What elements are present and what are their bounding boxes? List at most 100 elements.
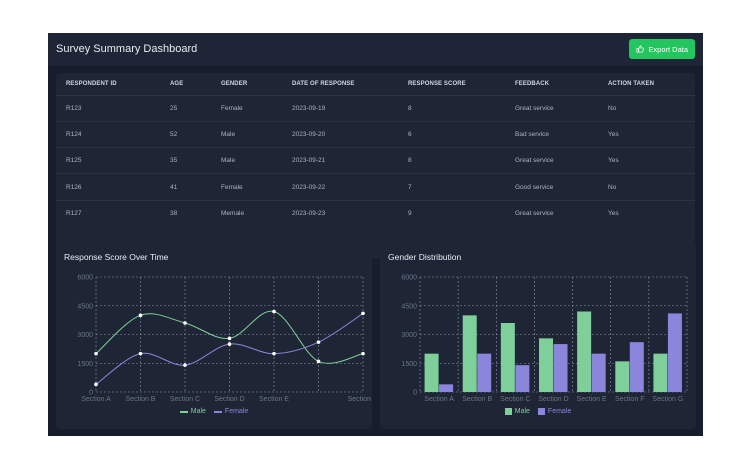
line-chart: 0 1500 3000 4500 6000 Section A Section B Secti… — [77, 275, 372, 404]
x-tick-label: Section B — [462, 396, 492, 403]
table-cell: 2023-09-20 — [282, 121, 398, 149]
data-point-male — [183, 321, 187, 325]
table-row[interactable]: R127 38 Memale 2023-09-23 9 Great servic… — [56, 200, 695, 226]
table-cell: Bad service — [505, 121, 598, 149]
legend-item-male[interactable]: Male — [504, 408, 530, 415]
export-data-button[interactable]: Export Data — [629, 39, 695, 59]
table-cell: Yes — [598, 147, 695, 175]
data-point-male — [316, 359, 321, 364]
table-cell: 25 — [160, 95, 211, 122]
chart-legend: Male Female — [56, 408, 372, 415]
table-cell: 8 — [398, 95, 505, 122]
column-header[interactable]: RESPONDENT ID — [56, 73, 160, 96]
column-header[interactable]: ACTION TAKEN — [598, 73, 695, 96]
thumbs-up-icon — [636, 45, 645, 53]
bar-chart: 0 1500 3000 4500 6000 Section A Section B Secti… — [401, 275, 688, 403]
data-point-male — [138, 313, 143, 318]
bar-male — [577, 311, 592, 392]
x-tick-label: Section E — [577, 396, 607, 403]
table-cell: Great service — [515, 210, 554, 218]
table-cell: 6 — [398, 121, 505, 149]
column-header[interactable]: AGE — [160, 73, 211, 96]
female-swatch — [213, 410, 222, 413]
table-cell: 35 — [160, 147, 211, 175]
y-tick-label: 4500 — [77, 303, 93, 310]
table-cell: R124 — [56, 121, 160, 149]
survey-table: RESPONDENT ID AGE GENDER DATE OF RESPONS… — [56, 73, 695, 226]
y-tick-label: 3000 — [401, 332, 417, 339]
table-cell: Female — [211, 173, 282, 201]
data-point-female — [316, 340, 321, 344]
data-point-male — [94, 351, 98, 356]
table-cell: R127 — [66, 210, 82, 218]
column-header[interactable]: RESPONSE SCORE — [398, 73, 505, 96]
data-point-female — [227, 342, 232, 346]
table-cell: R123 — [56, 95, 160, 122]
x-tick-label: Section A — [81, 396, 111, 403]
table-row[interactable]: R123 25 Female 2023-09-19 8 Great servic… — [56, 95, 695, 122]
table-header-row: RESPONDENT ID AGE GENDER DATE OF RESPONS… — [56, 73, 695, 96]
table-row[interactable]: R124 52 Male 2023-09-20 6 Bad service Ye… — [56, 121, 695, 149]
table-cell: 7 — [398, 173, 505, 201]
bar-male — [462, 315, 477, 392]
data-point-male — [227, 336, 232, 341]
bar-male — [615, 361, 630, 392]
x-tick-label: Section D — [214, 396, 244, 403]
y-tick-label: 3000 — [77, 332, 93, 339]
y-tick-label: 0 — [89, 390, 93, 397]
legend-item-female[interactable]: Female — [213, 408, 248, 415]
bar-female — [553, 344, 568, 392]
bar-female — [439, 384, 454, 392]
table-cell: 9 — [408, 210, 412, 218]
table-cell: 2023-09-23 — [292, 210, 326, 218]
chart-title: Gender Distribution — [388, 252, 462, 262]
page-title: Survey Summary Dashboard — [56, 43, 198, 55]
survey-table-panel: RESPONDENT ID AGE GENDER DATE OF RESPONS… — [56, 73, 695, 259]
bar-female — [477, 353, 492, 392]
female-swatch — [537, 408, 545, 415]
data-point-male — [272, 309, 276, 314]
chart-legend: Male Female — [380, 408, 696, 415]
gender-distribution-chart-panel: Gender Distribution 0 1500 3000 4500 6000 Sec… — [380, 242, 696, 429]
y-tick-label: 4500 — [401, 303, 417, 310]
table-row[interactable]: R126 41 Female 2023-09-22 7 Good service… — [56, 173, 695, 201]
table-cell: Female — [211, 95, 282, 122]
table-row[interactable]: R125 35 Male 2023-09-21 8 Great service … — [56, 147, 695, 175]
y-tick-label: 1500 — [77, 361, 93, 368]
male-swatch — [179, 410, 188, 413]
legend-label: Male — [190, 408, 206, 415]
x-tick-label: Section A — [424, 396, 454, 403]
bar-female — [667, 313, 682, 392]
table-cell: 2023-09-21 — [282, 147, 398, 175]
y-tick-label: 6000 — [401, 275, 417, 282]
table-cell: Male — [211, 121, 282, 149]
table-cell: No — [598, 173, 695, 201]
table-cell: 8 — [398, 147, 505, 175]
x-tick-label: Section C — [500, 396, 530, 403]
table-cell: 41 — [160, 173, 211, 201]
response-score-chart-panel: Response Score Over Time 0 1500 3000 4500 60… — [56, 242, 372, 429]
data-point-female — [138, 351, 143, 356]
x-tick-label: Section E — [259, 396, 289, 403]
x-tick-label: Section F — [615, 396, 645, 403]
bar-female — [591, 353, 606, 392]
male-swatch — [504, 408, 512, 415]
x-tick-label: Section D — [538, 396, 568, 403]
top-bar: Survey Summary Dashboard Export Data — [48, 33, 703, 67]
legend-label: Female — [547, 408, 572, 415]
chart-title: Response Score Over Time — [64, 252, 169, 262]
column-header[interactable]: DATE OF RESPONSE — [282, 73, 398, 96]
legend-item-female[interactable]: Female — [537, 408, 572, 415]
legend-item-male[interactable]: Male — [179, 408, 206, 415]
y-tick-label: 1500 — [401, 361, 417, 368]
table-cell: Great service — [505, 147, 598, 175]
table-cell: Male — [211, 147, 282, 175]
column-header[interactable]: GENDER — [211, 73, 282, 96]
x-tick-label: Section B — [126, 396, 156, 403]
table-cell: 52 — [160, 121, 211, 149]
bar-male — [539, 338, 553, 392]
column-header[interactable]: FEEDBACK — [505, 73, 598, 96]
x-tick-label: Section C — [170, 396, 200, 403]
y-tick-label: 0 — [413, 390, 417, 397]
export-data-label: Export Data — [648, 44, 688, 54]
